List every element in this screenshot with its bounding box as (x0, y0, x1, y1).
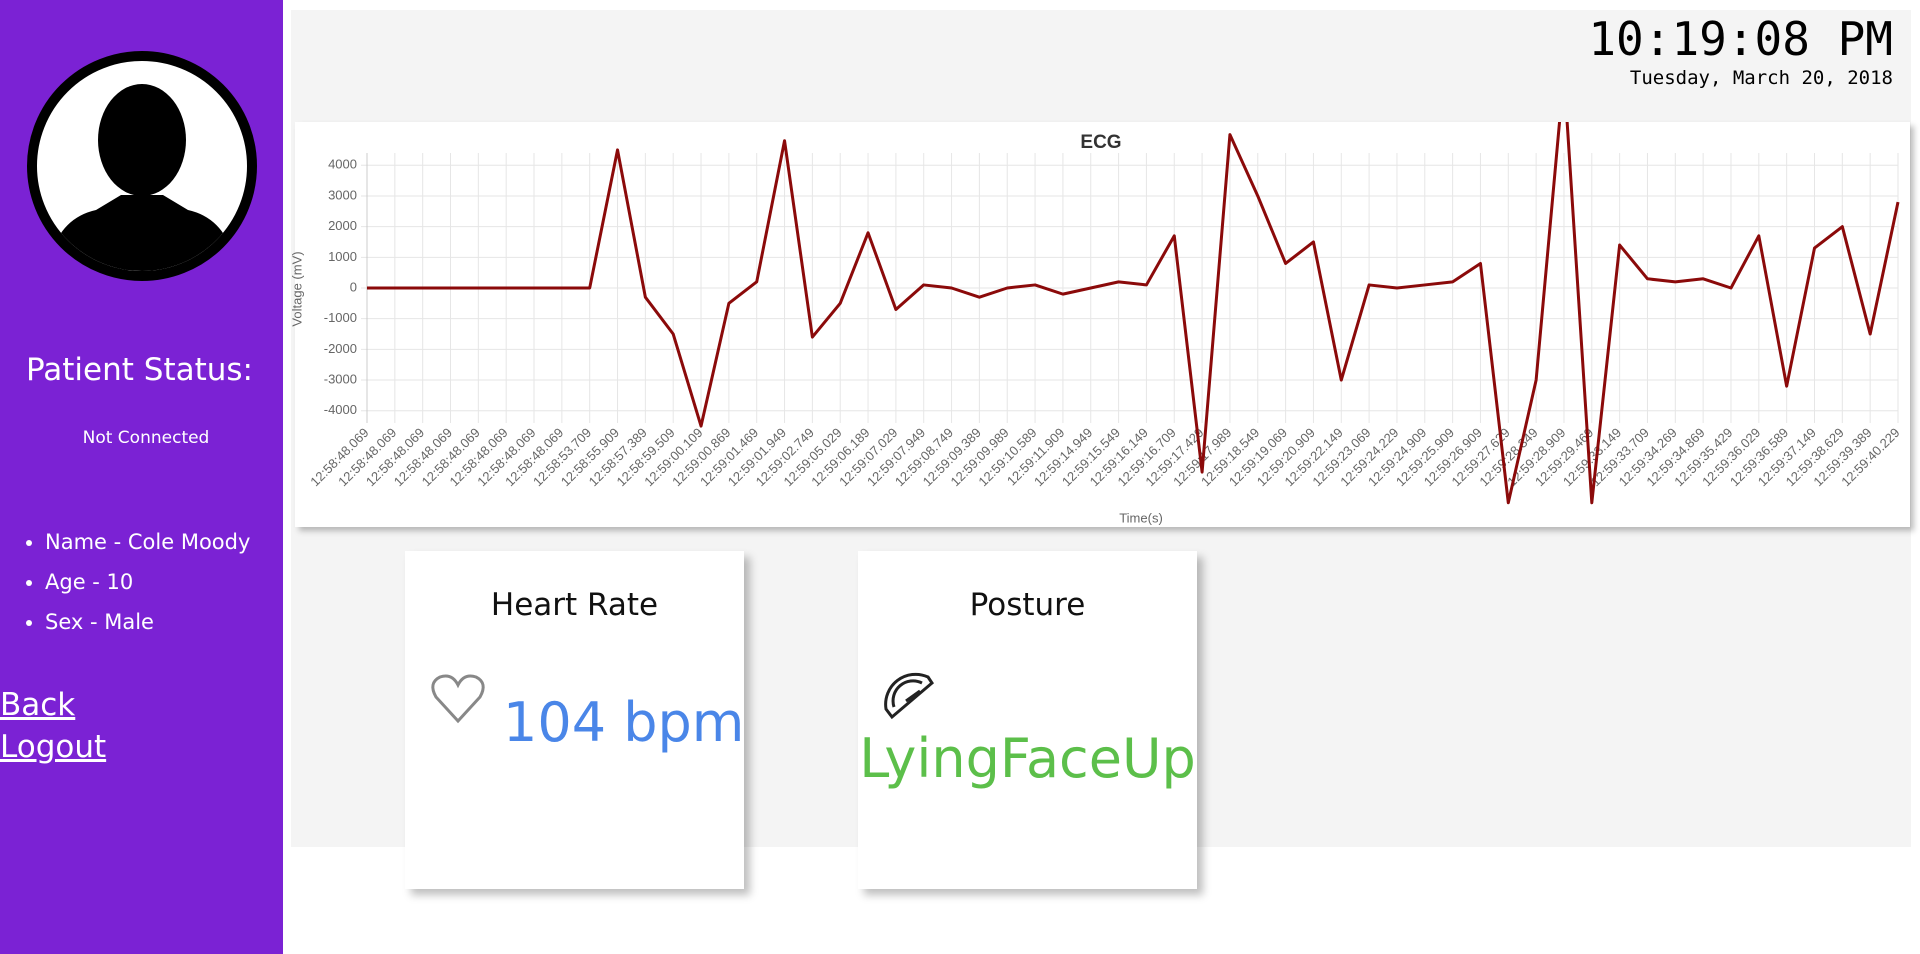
chart-panel (295, 122, 1910, 527)
heart-icon (431, 674, 485, 724)
y-tick-label: -3000 (324, 371, 357, 386)
y-tick-label: -4000 (324, 402, 357, 417)
y-tick-label: 0 (350, 279, 357, 294)
y-tick-label: 3000 (328, 187, 357, 202)
info-item: Age - 10 (45, 562, 250, 602)
y-tick-label: 4000 (328, 157, 357, 172)
connection-status: Not Connected (82, 428, 210, 448)
x-axis-title: Time(s) (1119, 510, 1163, 525)
card-title: Posture (969, 587, 1086, 623)
y-tick-label: 1000 (328, 249, 357, 264)
heart-rate-card: Heart Rate 104 bpm (405, 551, 744, 889)
posture-card: Posture LyingFaceUp (858, 551, 1197, 889)
plot (367, 122, 1900, 505)
ecg-line (367, 122, 1900, 505)
avatar (27, 51, 257, 281)
clock: 10:19:08 PM (1588, 12, 1893, 66)
info-item: Name - Cole Moody (45, 522, 250, 562)
card-value: LyingFaceUp (859, 727, 1196, 790)
card-value: 104 bpm (503, 691, 745, 754)
sidebar: Patient Status: Not Connected Name - Col… (0, 0, 283, 954)
y-tick-label: -2000 (324, 341, 357, 356)
logout-link[interactable]: Logout (0, 729, 107, 765)
info-item: Sex - Male (45, 602, 250, 642)
protractor-icon (884, 672, 934, 720)
status-label: Patient Status: (25, 352, 253, 388)
y-tick-label: 2000 (328, 218, 357, 233)
back-link[interactable]: Back (0, 687, 76, 723)
chart-title: ECG (1080, 132, 1121, 153)
y-tick-label: -1000 (324, 310, 357, 325)
y-axis-title: Voltage (mV) (289, 251, 304, 326)
patient-info: Name - Cole Moody Age - 10 Sex - Male (20, 522, 250, 642)
date: Tuesday, March 20, 2018 (1629, 67, 1893, 89)
card-title: Heart Rate (490, 587, 659, 623)
